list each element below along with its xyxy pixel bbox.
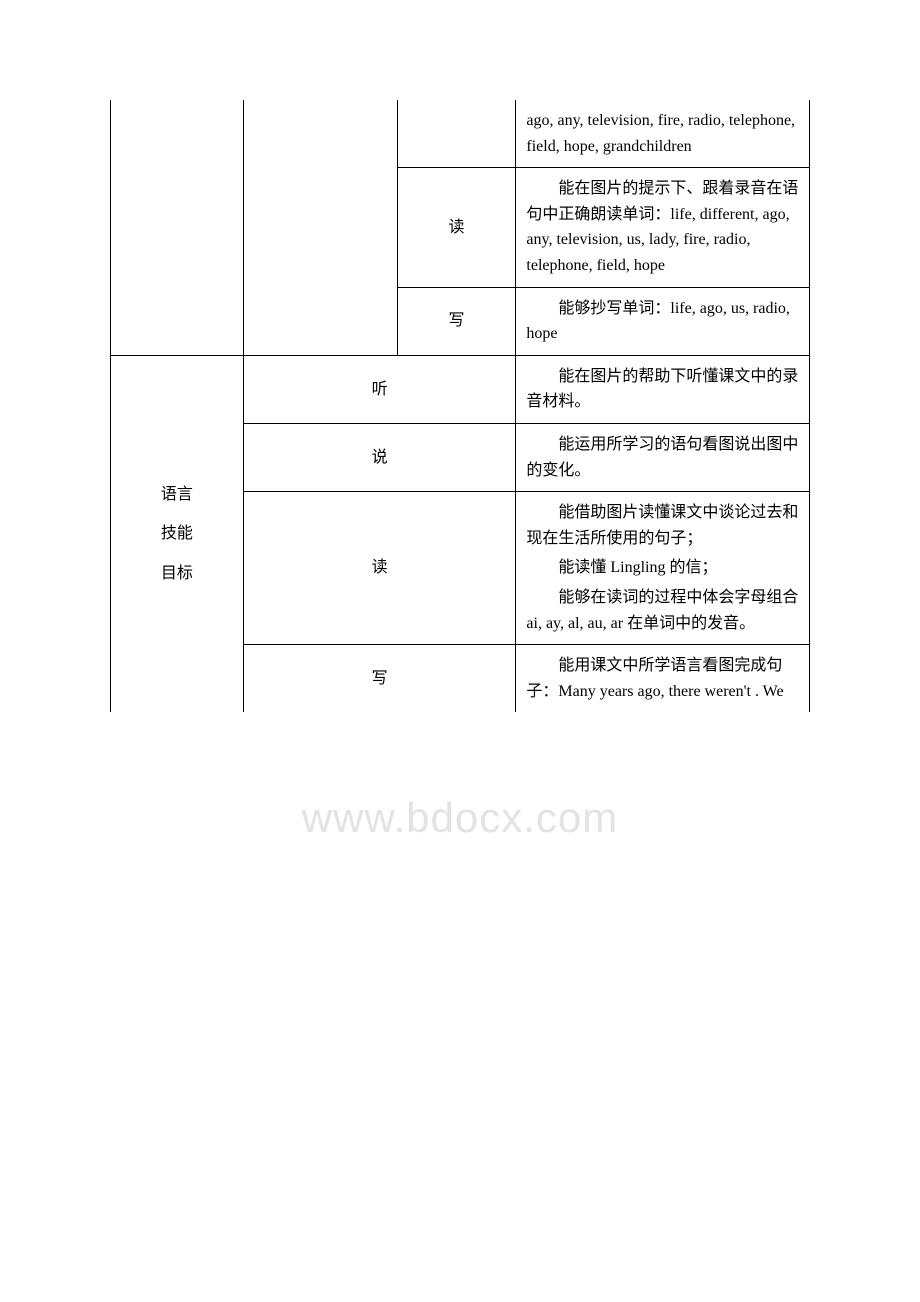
skill-cell-empty [243, 100, 397, 168]
description-cell: 能在图片的提示下、跟着录音在语句中正确朗读单词：life, different,… [516, 168, 810, 287]
description-cell: 能用课文中所学语言看图完成句子：Many years ago, there we… [516, 645, 810, 713]
skill-label: 读 [372, 559, 388, 576]
category-label: 语言 [161, 482, 193, 508]
description-cell: 能在图片的帮助下听懂课文中的录音材料。 [516, 355, 810, 423]
curriculum-table: ago, any, television, fire, radio, telep… [110, 100, 810, 712]
description-cell: 能借助图片读懂课文中谈论过去和现在生活所使用的句子； 能读懂 Lingling … [516, 492, 810, 645]
description-text: 能够抄写单词：life, ago, us, radio, hope [526, 296, 799, 347]
category-cell-empty [111, 287, 244, 355]
description-cell: 能运用所学习的语句看图说出图中的变化。 [516, 423, 810, 491]
category-label: 目标 [161, 561, 193, 587]
description-text: 能在图片的帮助下听懂课文中的录音材料。 [526, 364, 799, 415]
watermark-text: www.bdocx.com [302, 794, 618, 842]
skill-cell-empty [243, 168, 397, 287]
category-cell-empty [111, 100, 244, 168]
description-cell: 能够抄写单词：life, ago, us, radio, hope [516, 287, 810, 355]
category-label: 技能 [161, 521, 193, 547]
description-text: 能运用所学习的语句看图说出图中的变化。 [526, 432, 799, 483]
skill-cell: 读 [243, 492, 516, 645]
table-row: 语言 技能 目标 听 能在图片的帮助下听懂课文中的录音材料。 [111, 355, 810, 423]
table-row: 读 能在图片的提示下、跟着录音在语句中正确朗读单词：life, differen… [111, 168, 810, 287]
category-cell: 语言 技能 目标 [111, 355, 244, 712]
category-label-group: 语言 技能 目标 [121, 482, 233, 587]
subskill-label: 写 [448, 312, 464, 329]
description-text: 能用课文中所学语言看图完成句子：Many years ago, there we… [526, 653, 799, 704]
description-block: 能借助图片读懂课文中谈论过去和现在生活所使用的句子； 能读懂 Lingling … [526, 500, 799, 636]
subskill-cell-empty [397, 100, 516, 168]
description-cell: ago, any, television, fire, radio, telep… [516, 100, 810, 168]
description-text: ago, any, television, fire, radio, telep… [526, 112, 795, 155]
description-text: 能在图片的提示下、跟着录音在语句中正确朗读单词：life, different,… [526, 176, 799, 278]
subskill-cell: 写 [397, 287, 516, 355]
subskill-cell: 读 [397, 168, 516, 287]
description-text: 能读懂 Lingling 的信； [526, 555, 799, 581]
skill-cell: 说 [243, 423, 516, 491]
skill-label: 听 [372, 381, 388, 398]
skill-cell-empty [243, 287, 397, 355]
description-text: 能借助图片读懂课文中谈论过去和现在生活所使用的句子； [526, 500, 799, 551]
skill-cell: 听 [243, 355, 516, 423]
table-row: ago, any, television, fire, radio, telep… [111, 100, 810, 168]
category-cell-empty [111, 168, 244, 287]
subskill-label: 读 [448, 219, 464, 236]
skill-label: 写 [372, 670, 388, 687]
description-text: 能够在读词的过程中体会字母组合 ai, ay, al, au, ar 在单词中的… [526, 585, 799, 636]
curriculum-table-container: ago, any, television, fire, radio, telep… [110, 100, 810, 712]
skill-cell: 写 [243, 645, 516, 713]
table-row: 写 能够抄写单词：life, ago, us, radio, hope [111, 287, 810, 355]
skill-label: 说 [372, 449, 388, 466]
